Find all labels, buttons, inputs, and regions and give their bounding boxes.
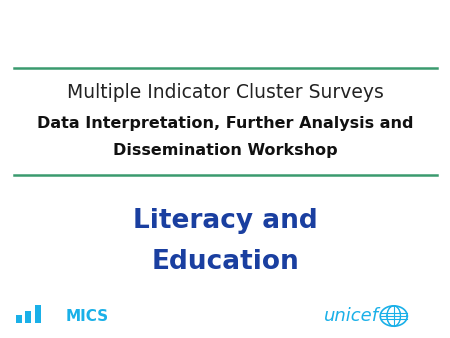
- Text: Literacy and: Literacy and: [133, 209, 317, 234]
- Text: MICS: MICS: [65, 309, 108, 323]
- Text: Education: Education: [151, 249, 299, 275]
- Bar: [16, 315, 22, 323]
- Bar: [25, 311, 31, 323]
- Text: unicef: unicef: [324, 307, 379, 325]
- Text: Data Interpretation, Further Analysis and: Data Interpretation, Further Analysis an…: [37, 116, 413, 131]
- Text: Dissemination Workshop: Dissemination Workshop: [112, 143, 338, 158]
- Text: Multiple Indicator Cluster Surveys: Multiple Indicator Cluster Surveys: [67, 83, 383, 102]
- Bar: [35, 305, 40, 323]
